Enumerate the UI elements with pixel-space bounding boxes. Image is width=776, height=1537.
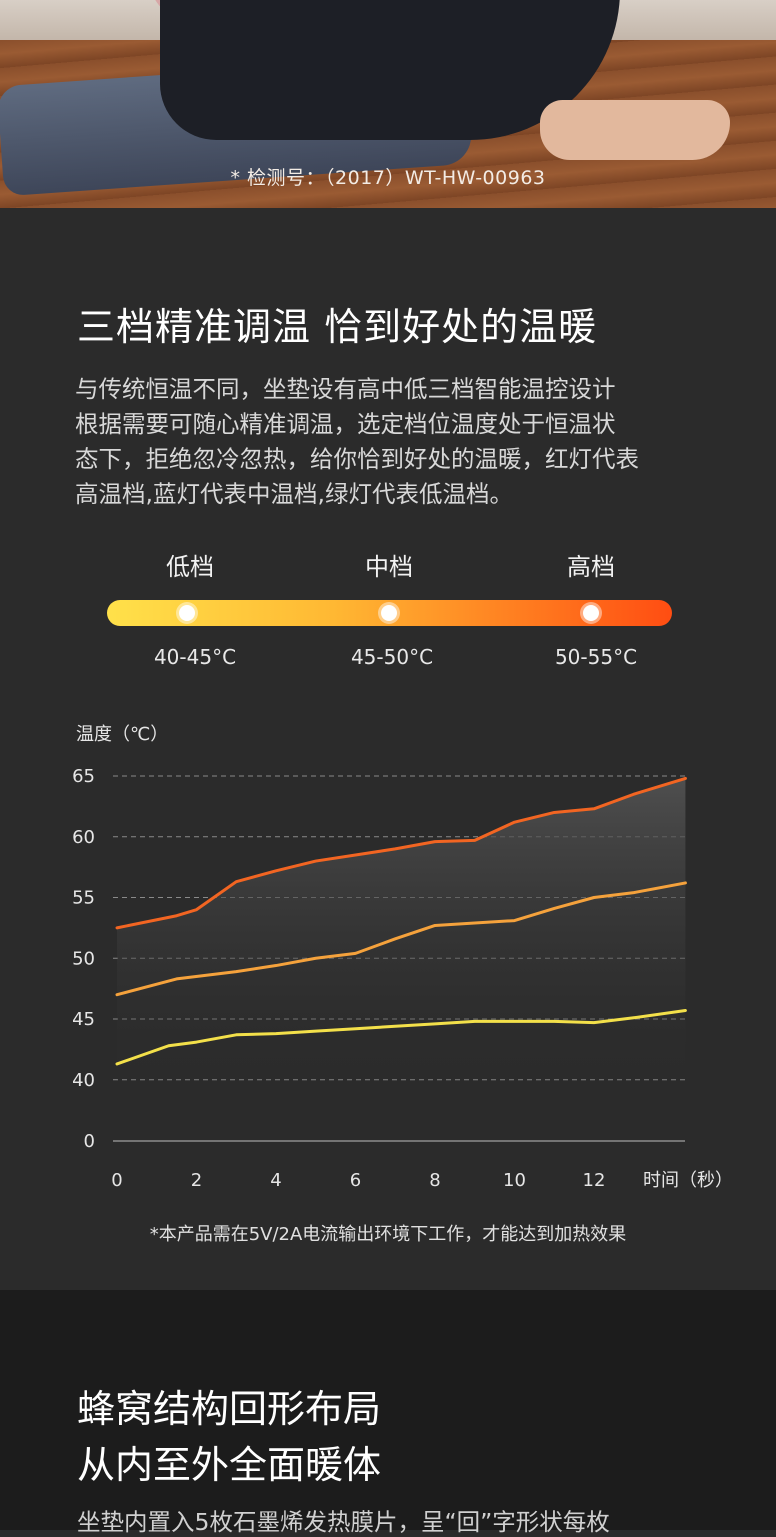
x-tick-label: 12 bbox=[583, 1170, 606, 1191]
level-low-name: 低档 bbox=[166, 553, 214, 581]
x-tick-label: 0 bbox=[111, 1170, 122, 1191]
honeycomb-title-line-1: 蜂窝结构回形布局 bbox=[77, 1387, 382, 1431]
y-tick-label: 65 bbox=[72, 766, 95, 787]
grid-lines bbox=[113, 775, 685, 1142]
level-low-dot bbox=[179, 605, 195, 621]
x-tick-label: 8 bbox=[429, 1170, 440, 1191]
level-high-dot bbox=[583, 605, 599, 621]
x-axis-label: 时间（秒） bbox=[643, 1170, 733, 1191]
y-tick-label: 50 bbox=[72, 948, 95, 969]
product-photo: * 检测号：（2017）WT-HW-00963 bbox=[0, 0, 776, 208]
x-tick-label: 2 bbox=[191, 1170, 202, 1191]
low-temp-line bbox=[115, 1008, 687, 1066]
series-area bbox=[117, 778, 686, 1080]
level-low-temp: 40-45°C bbox=[153, 645, 237, 669]
description-line: 根据需要可随心精准调温，选定档位温度处于恒温状 bbox=[75, 410, 616, 438]
photo-foot bbox=[540, 100, 730, 160]
mid-temp-line bbox=[115, 881, 687, 997]
y-tick-label: 0 bbox=[84, 1131, 95, 1152]
section-description: 与传统恒温不同，坐垫设有高中低三档智能温控设计 根据需要可随心精准调温，选定档位… bbox=[75, 372, 715, 512]
level-high-name: 高档 bbox=[567, 553, 615, 581]
description-line: 与传统恒温不同，坐垫设有高中低三档智能温控设计 bbox=[75, 375, 616, 403]
x-tick-label: 10 bbox=[503, 1170, 526, 1191]
description-line: 态下，拒绝忽冷忽热，给你恰到好处的温暖，红灯代表 bbox=[75, 445, 639, 473]
temperature-section bbox=[0, 208, 776, 1288]
level-mid-name: 中档 bbox=[365, 553, 413, 581]
honeycomb-description: 坐垫内置入5枚石墨烯发热膜片，呈“回”字形状每枚 bbox=[77, 1508, 610, 1536]
tick-labels: 0 40 45 50 55 60 65 0 2 4 6 8 10 12 bbox=[72, 766, 605, 1191]
series-lines bbox=[115, 776, 687, 1066]
description-line: 高温档,蓝灯代表中温档,绿灯代表低温档。 bbox=[75, 480, 513, 508]
power-footnote: *本产品需在5V/2A电流输出环境下工作，才能达到加热效果 bbox=[149, 1224, 627, 1245]
level-high-temp: 50-55°C bbox=[554, 645, 638, 669]
level-mid-temp: 45-50°C bbox=[350, 645, 434, 669]
y-tick-label: 60 bbox=[72, 827, 95, 848]
high-temp-line bbox=[115, 776, 687, 930]
honeycomb-title-line-2: 从内至外全面暖体 bbox=[77, 1443, 382, 1487]
honeycomb-section bbox=[0, 1290, 776, 1530]
y-axis-label: 温度（℃） bbox=[76, 724, 168, 745]
level-mid-dot bbox=[381, 605, 397, 621]
high-series-area bbox=[117, 778, 686, 1080]
y-tick-label: 55 bbox=[72, 888, 95, 909]
section-title: 三档精准调温 恰到好处的温暖 bbox=[77, 305, 598, 349]
x-tick-label: 4 bbox=[270, 1170, 281, 1191]
photo-caption: * 检测号：（2017）WT-HW-00963 bbox=[230, 167, 546, 189]
temperature-line-chart: 温度（℃） 时间（秒） 0 40 45 50 55 60 65 0 2 4 6 8 10 12 bbox=[72, 724, 733, 1191]
x-tick-label: 6 bbox=[350, 1170, 361, 1191]
y-tick-label: 40 bbox=[72, 1070, 95, 1091]
y-tick-label: 45 bbox=[72, 1009, 95, 1030]
